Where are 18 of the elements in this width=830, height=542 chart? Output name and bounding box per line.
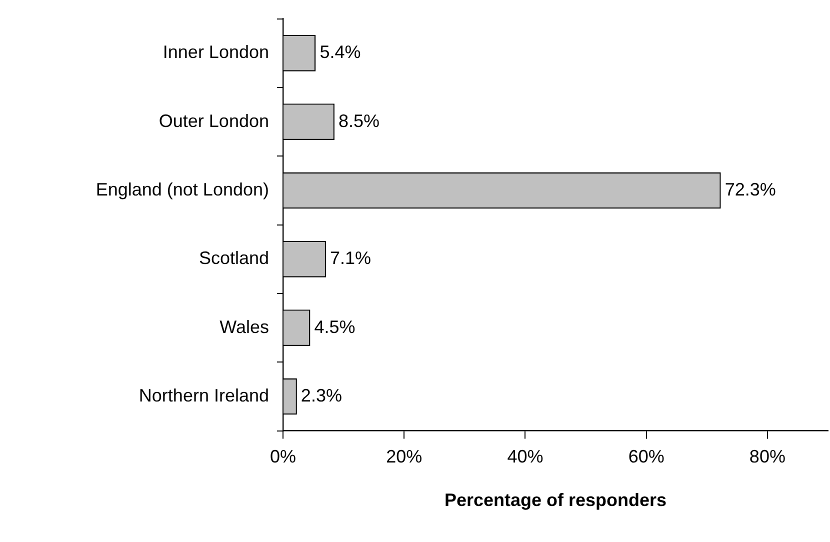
y-tick-label: Wales <box>220 316 269 337</box>
x-axis-title: Percentage of responders <box>444 490 667 510</box>
x-tick-label: 20% <box>386 446 422 467</box>
y-tick-label: Outer London <box>158 110 269 131</box>
y-tick-label: Inner London <box>162 42 269 62</box>
x-tick-label: 0% <box>270 446 296 467</box>
data-label: 4.5% <box>314 316 356 337</box>
data-label: 72.3% <box>724 179 776 200</box>
data-label: 2.3% <box>300 385 342 406</box>
data-label: 8.5% <box>338 110 380 131</box>
x-tick-label: 40% <box>507 446 544 467</box>
y-tick-label: Scotland <box>198 248 269 268</box>
x-tick-label: 80% <box>749 446 786 467</box>
x-tick-label: 60% <box>628 446 664 467</box>
data-label: 7.1% <box>330 248 372 268</box>
data-label: 5.4% <box>320 42 361 62</box>
y-tick-label: Northern Ireland <box>138 385 269 406</box>
y-tick-label: England (not London) <box>96 179 269 200</box>
